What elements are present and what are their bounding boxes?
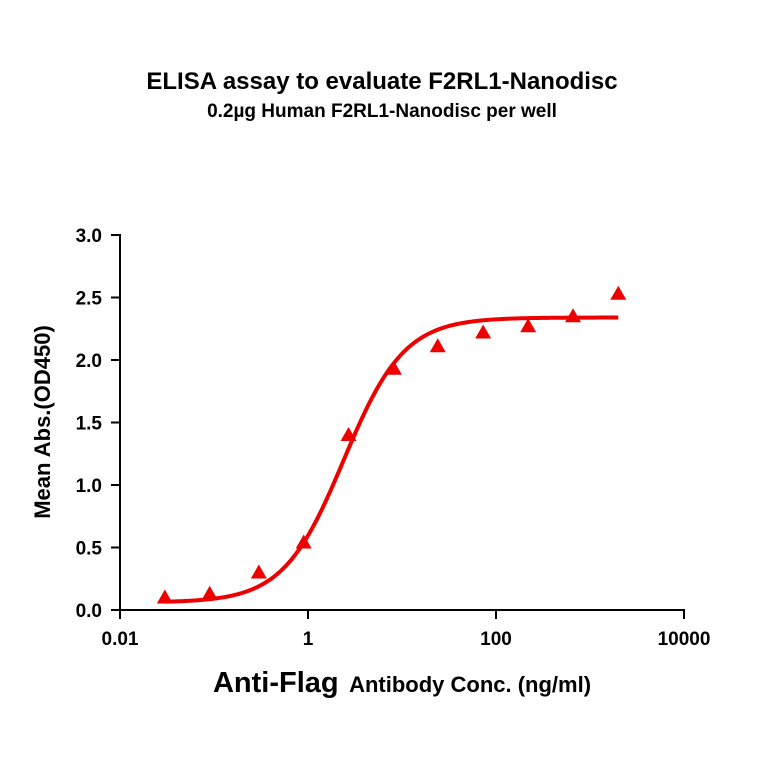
data-point-triangle <box>385 360 402 375</box>
data-point-triangle <box>475 324 492 339</box>
data-point-triangle <box>340 427 357 441</box>
data-point-triangle <box>250 564 267 579</box>
x-tick-label: 0.01 <box>102 629 139 650</box>
data-point-triangle <box>429 338 446 353</box>
y-axis-title: Mean Abs.(OD450) <box>30 325 55 519</box>
fit-curve <box>164 315 619 604</box>
y-tick-label: 3.0 <box>76 226 102 247</box>
x-tick-label: 100 <box>480 629 512 650</box>
x-tick-label: 10000 <box>658 629 711 650</box>
x-axis-title-main: Anti-Flag <box>213 667 339 699</box>
data-point-triangle <box>201 585 218 600</box>
y-tick-label: 2.5 <box>76 289 103 310</box>
data-point-triangle <box>520 318 537 333</box>
data-point-triangle <box>610 285 627 300</box>
y-tick-label: 2.0 <box>76 351 102 372</box>
y-tick-label: 0.0 <box>76 601 102 622</box>
x-tick-label: 1 <box>303 629 314 650</box>
y-tick-label: 0.5 <box>76 539 103 560</box>
y-tick-label: 1.0 <box>76 476 102 497</box>
chart-title: ELISA assay to evaluate F2RL1-Nanodisc <box>146 68 618 95</box>
data-point-triangle <box>156 589 173 604</box>
data-points <box>156 285 627 604</box>
data-point-triangle <box>295 534 312 549</box>
y-tick-label: 1.5 <box>76 414 103 435</box>
data-point-triangle <box>565 308 582 323</box>
chart-subtitle: 0.2µg Human F2RL1-Nanodisc per well <box>207 101 557 122</box>
x-axis-title-rest: Antibody Conc. (ng/ml) <box>349 672 591 697</box>
x-axis-title: Anti-Flag Antibody Conc. (ng/ml) <box>213 667 591 699</box>
y-axis-ticks: 0.0 0.5 1.0 1.5 2.0 2.5 3.0 <box>76 226 120 622</box>
x-axis-ticks: 0.01 1 100 10000 <box>102 610 711 650</box>
